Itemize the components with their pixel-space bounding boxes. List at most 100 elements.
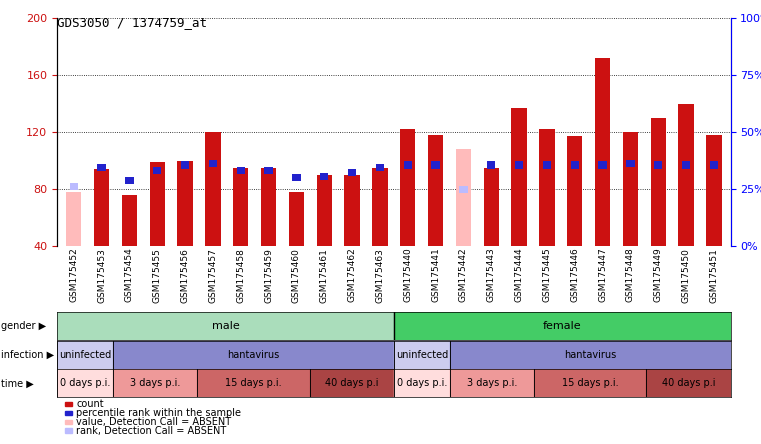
Text: infection ▶: infection ▶ [1,349,54,360]
Bar [598,161,607,169]
Bar [94,169,110,246]
Text: GSM175441: GSM175441 [431,248,440,302]
Bar [622,132,638,246]
Text: GSM175444: GSM175444 [514,248,524,302]
Bar [126,177,134,184]
Text: GSM175460: GSM175460 [292,248,301,302]
Text: count: count [76,399,103,409]
Bar [69,183,78,190]
Bar [264,167,272,174]
Text: GSM175450: GSM175450 [682,248,690,302]
Bar [394,312,731,340]
Text: 0 days p.i.: 0 days p.i. [60,378,110,388]
Bar [181,161,189,169]
Bar [595,58,610,246]
Bar [428,135,443,246]
Bar [456,149,471,246]
Bar [310,369,393,397]
Bar [177,161,193,246]
Bar [450,341,731,369]
Text: gender ▶: gender ▶ [1,321,46,331]
Text: male: male [212,321,239,331]
Text: 15 days p.i.: 15 days p.i. [562,378,619,388]
Bar [459,186,467,193]
Text: female: female [543,321,581,331]
Bar [682,161,690,169]
Bar [153,167,161,174]
Text: 15 days p.i.: 15 days p.i. [225,378,282,388]
Text: uninfected: uninfected [59,349,111,360]
Bar [654,161,662,169]
Text: GSM175463: GSM175463 [375,248,384,302]
Text: GDS3050 / 1374759_at: GDS3050 / 1374759_at [57,16,207,28]
Bar [394,369,450,397]
Bar [403,161,412,169]
Bar [205,132,221,246]
Text: GSM175454: GSM175454 [125,248,134,302]
Bar [511,108,527,246]
Text: GSM175446: GSM175446 [570,248,579,302]
Text: GSM175457: GSM175457 [209,248,218,302]
Text: GSM175461: GSM175461 [320,248,329,302]
Text: GSM175458: GSM175458 [236,248,245,302]
Bar [122,195,137,246]
Text: GSM175442: GSM175442 [459,248,468,302]
Text: GSM175448: GSM175448 [626,248,635,302]
Text: GSM175447: GSM175447 [598,248,607,302]
Bar [113,369,197,397]
Bar [197,369,310,397]
Text: hantavirus: hantavirus [228,349,279,360]
Bar [534,369,646,397]
Text: GSM175459: GSM175459 [264,248,273,302]
Bar [97,164,106,171]
Bar [292,174,301,182]
Text: GSM175443: GSM175443 [487,248,495,302]
Bar [233,168,248,246]
Bar [320,173,329,180]
Bar [543,161,551,169]
Text: GSM175452: GSM175452 [69,248,78,302]
Bar [567,136,582,246]
Bar [376,164,384,171]
Bar [288,192,304,246]
Bar [261,168,276,246]
Text: hantavirus: hantavirus [564,349,616,360]
Text: GSM175451: GSM175451 [709,248,718,302]
Bar [515,161,524,169]
Bar [651,118,666,246]
Bar [209,160,217,167]
Text: GSM175456: GSM175456 [180,248,189,302]
Text: 0 days p.i.: 0 days p.i. [396,378,447,388]
Text: rank, Detection Call = ABSENT: rank, Detection Call = ABSENT [76,426,226,436]
Bar [57,369,113,397]
Bar [113,341,393,369]
Bar [626,160,635,167]
Bar [483,168,499,246]
Bar [345,175,360,246]
Bar [348,169,356,176]
Bar [394,341,450,369]
Text: GSM175440: GSM175440 [403,248,412,302]
Text: uninfected: uninfected [396,349,448,360]
Bar [540,129,555,246]
Text: GSM175455: GSM175455 [153,248,162,302]
Bar [57,341,113,369]
Text: GSM175445: GSM175445 [543,248,552,302]
Text: 3 days p.i.: 3 days p.i. [130,378,180,388]
Text: GSM175453: GSM175453 [97,248,106,302]
Text: percentile rank within the sample: percentile rank within the sample [76,408,241,418]
Bar [400,129,416,246]
Bar [372,168,387,246]
Bar [646,369,731,397]
Bar [431,161,440,169]
Bar [317,175,332,246]
Text: GSM175462: GSM175462 [348,248,357,302]
Bar [57,312,394,340]
Bar [450,369,534,397]
Bar [66,192,81,246]
Text: 40 days p.i: 40 days p.i [325,378,378,388]
Text: GSM175449: GSM175449 [654,248,663,302]
Bar [237,167,245,174]
Text: 3 days p.i.: 3 days p.i. [466,378,517,388]
Text: value, Detection Call = ABSENT: value, Detection Call = ABSENT [76,417,231,427]
